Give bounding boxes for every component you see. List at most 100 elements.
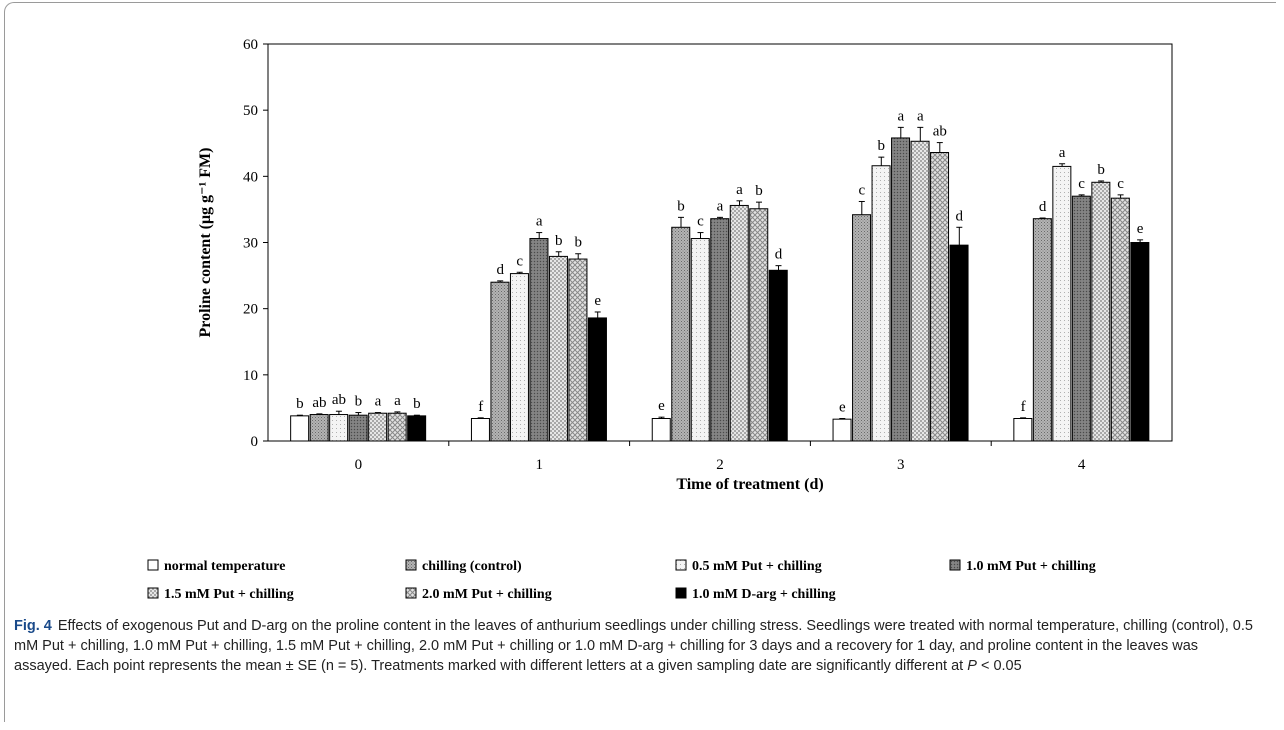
y-tick-label: 0 [251, 434, 259, 450]
caption-p-variable: P [967, 658, 977, 674]
significance-letter: b [677, 198, 685, 214]
significance-letter: c [1117, 176, 1124, 192]
bar [407, 415, 427, 442]
significance-letter: c [1078, 176, 1085, 192]
legend-label: 1.5 mM Put + chilling [164, 587, 294, 602]
bar-chart: 0 10 20 30 40 50 60 0 1 2 3 4 Time of treatment (d) P… [147, 37, 1173, 602]
y-axis-title: Proline content (μg g⁻¹ FM) [197, 148, 214, 338]
significance-letter: ab [933, 124, 947, 140]
significance-letter: b [355, 394, 363, 410]
significance-letter: c [516, 253, 523, 269]
bar [368, 412, 388, 442]
bar [1032, 218, 1052, 442]
bar [548, 255, 568, 442]
significance-letter: a [917, 108, 924, 124]
bar [871, 165, 891, 442]
x-tick-label: 3 [897, 457, 905, 473]
legend-label: normal temperature [164, 559, 285, 574]
significance-letter: ab [312, 395, 326, 411]
bar [1110, 197, 1130, 442]
significance-letter: e [658, 398, 665, 414]
x-axis-title: Time of treatment (d) [676, 476, 823, 493]
bar [910, 140, 930, 442]
significance-letter: e [1137, 221, 1144, 237]
legend-swatch [675, 559, 687, 571]
significance-letter: ab [332, 392, 346, 408]
bar [587, 317, 607, 442]
bar [949, 244, 969, 442]
legend-swatch [675, 587, 687, 599]
significance-letter: a [536, 214, 543, 230]
significance-letter: b [878, 138, 886, 154]
significance-letter: d [956, 208, 964, 224]
y-tick-label: 60 [243, 37, 258, 53]
legend-swatch [147, 587, 159, 599]
bar [290, 415, 310, 442]
bar [749, 208, 769, 442]
bar [387, 412, 407, 442]
figure-frame [4, 2, 1276, 722]
bar [529, 238, 549, 442]
significance-letter: a [1059, 145, 1066, 161]
legend-label: chilling (control) [422, 559, 522, 574]
significance-letter: a [375, 394, 382, 410]
bar [651, 418, 671, 442]
significance-letter: d [775, 247, 783, 263]
significance-letter: b [296, 396, 304, 412]
bar [1091, 181, 1111, 442]
significance-letter: b [1097, 162, 1105, 178]
figure-caption: Fig. 4 Effects of exogenous Put and D-arg… [14, 616, 1254, 676]
significance-letter: e [839, 400, 846, 416]
legend-swatch [147, 559, 159, 571]
significance-letter: b [413, 396, 421, 412]
legend-swatch [405, 587, 417, 599]
legend-label: 2.0 mM Put + chilling [422, 587, 552, 602]
significance-letter: f [1021, 399, 1026, 415]
legend-label: 1.0 mM Put + chilling [966, 559, 1096, 574]
bar [509, 273, 529, 442]
significance-letter: b [555, 233, 563, 249]
significance-letter: a [394, 393, 401, 409]
bar [470, 418, 490, 442]
legend-swatch [949, 559, 961, 571]
legend: normal temperature chilling (control) 0.5 … [147, 559, 1096, 602]
bar [768, 269, 788, 442]
significance-letter: b [755, 183, 763, 199]
bar [568, 258, 588, 442]
significance-letter: b [574, 235, 582, 251]
x-tick-label: 0 [355, 457, 363, 473]
bar [690, 238, 710, 442]
legend-swatch [405, 559, 417, 571]
bar [329, 414, 349, 442]
significance-letter: a [897, 108, 904, 124]
bar [930, 152, 950, 442]
legend-label: 0.5 mM Put + chilling [692, 559, 822, 574]
significance-letter: e [594, 293, 601, 309]
bar [710, 218, 730, 442]
y-tick-label: 20 [243, 302, 258, 318]
bar [729, 204, 749, 442]
bar [1052, 165, 1072, 442]
x-tick-label: 4 [1078, 457, 1086, 473]
significance-letter: f [478, 399, 483, 415]
y-tick-label: 40 [243, 169, 258, 185]
x-tick-label: 1 [535, 457, 543, 473]
significance-letter: c [697, 214, 704, 230]
bar [891, 137, 911, 442]
bar [1071, 195, 1091, 442]
bar [348, 414, 368, 442]
caption-text-end: < 0.05 [976, 658, 1022, 674]
y-tick-label: 10 [243, 368, 258, 384]
bar [1130, 242, 1150, 442]
caption-label: Fig. 4 [14, 618, 52, 634]
significance-letter: a [736, 182, 743, 198]
bar [490, 281, 510, 442]
significance-letter: d [496, 262, 504, 278]
legend-label: 1.0 mM D-arg + chilling [692, 587, 836, 602]
bar [852, 214, 872, 442]
significance-letter: c [858, 182, 865, 198]
significance-letter: d [1039, 199, 1047, 215]
significance-letter: a [717, 198, 724, 214]
bars [290, 126, 1150, 442]
